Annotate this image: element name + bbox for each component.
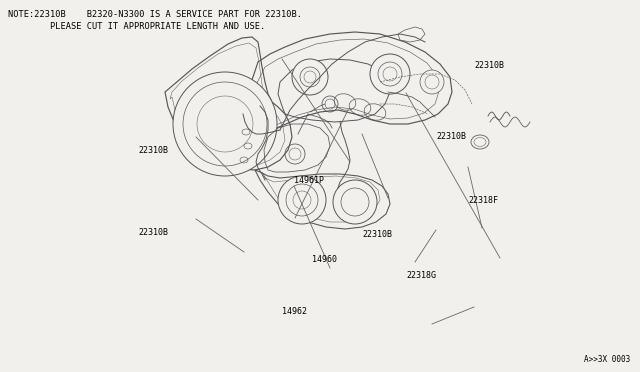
Circle shape [420,70,444,94]
Text: 22310B: 22310B [138,228,168,237]
Text: 22318G: 22318G [406,272,436,280]
Text: 22310B: 22310B [362,230,392,238]
Ellipse shape [471,135,489,149]
Text: 22310B: 22310B [474,61,504,70]
Circle shape [278,176,326,224]
Text: 22310B: 22310B [138,145,168,154]
Text: 22310B: 22310B [436,131,466,141]
Text: A>>3X 0003: A>>3X 0003 [584,355,630,364]
Text: 14960: 14960 [312,256,337,264]
Text: 14961P: 14961P [294,176,324,185]
Text: 14962: 14962 [282,308,307,317]
Text: 22318F: 22318F [468,196,498,205]
Circle shape [333,180,377,224]
Circle shape [370,54,410,94]
Circle shape [292,59,328,95]
Text: PLEASE CUT IT APPROPRIATE LENGTH AND USE.: PLEASE CUT IT APPROPRIATE LENGTH AND USE… [8,22,265,31]
Circle shape [173,72,277,176]
Text: NOTE:22310B    B2320-N3300 IS A SERVICE PART FOR 22310B.: NOTE:22310B B2320-N3300 IS A SERVICE PAR… [8,10,302,19]
